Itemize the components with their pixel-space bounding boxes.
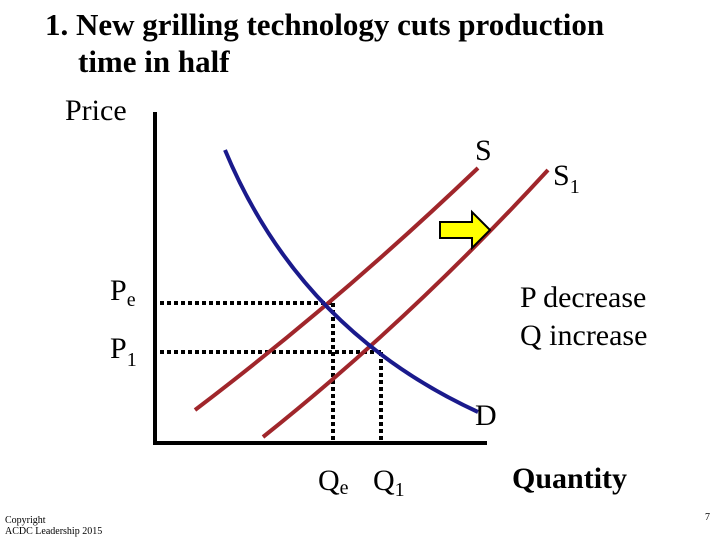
label-subscript: e [127, 289, 136, 311]
label-text: Q [373, 464, 395, 497]
copyright: Copyright [5, 515, 46, 526]
label-subscript: 1 [395, 479, 405, 501]
annotation-line: P decrease [520, 281, 646, 314]
copyright: ACDC Leadership 2015 [5, 526, 102, 537]
supply-curve [193, 166, 480, 412]
y-axis-label: Price [65, 94, 127, 127]
label-subscript: e [340, 477, 349, 499]
label-text: P [110, 332, 127, 365]
label-subscript: 1 [570, 176, 580, 198]
label-text: P [110, 274, 127, 307]
demand-label: D [475, 399, 497, 432]
page-number: 7 [705, 512, 710, 523]
quantity-label: Q1 [373, 464, 405, 501]
title-line: time in half [78, 44, 230, 79]
annotation-line: Q increase [520, 319, 647, 352]
label-text: S [553, 159, 570, 192]
shift-arrow [439, 209, 492, 251]
quantity-label: Qe [318, 464, 349, 499]
demand-curve [223, 149, 479, 414]
price-label: P1 [110, 332, 137, 371]
price-label: Pe [110, 274, 136, 311]
supply-label: S [475, 134, 492, 167]
label-subscript: 1 [127, 349, 137, 371]
title-line: 1. New grilling technology cuts producti… [45, 7, 604, 42]
label-text: Q [318, 464, 340, 497]
supply-curve-new [261, 168, 550, 439]
x-axis-label: Quantity [512, 462, 627, 495]
supply-new-label: S1 [553, 159, 580, 198]
